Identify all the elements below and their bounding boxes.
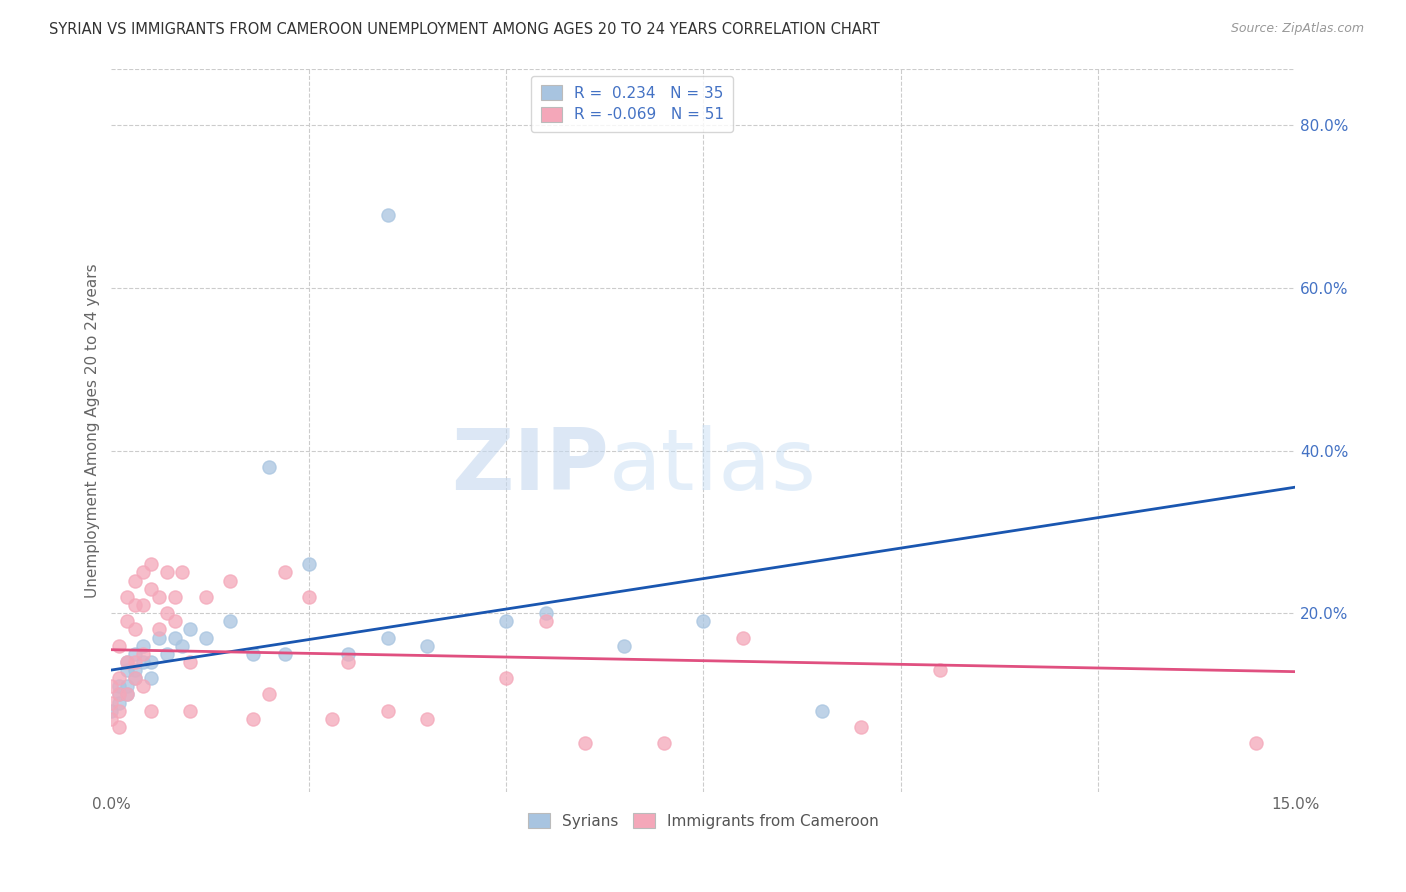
Text: SYRIAN VS IMMIGRANTS FROM CAMEROON UNEMPLOYMENT AMONG AGES 20 TO 24 YEARS CORREL: SYRIAN VS IMMIGRANTS FROM CAMEROON UNEMP…: [49, 22, 880, 37]
Point: [156, 566, 179, 580]
Point: [132, 679, 155, 693]
Point: [534, 614, 557, 628]
Point: [613, 639, 636, 653]
Point: [259, 687, 281, 701]
Point: [259, 459, 281, 474]
Point: [139, 671, 162, 685]
Point: [416, 712, 439, 726]
Point: [337, 655, 360, 669]
Point: [321, 712, 343, 726]
Point: [377, 704, 399, 718]
Point: [495, 671, 517, 685]
Point: [495, 614, 517, 628]
Point: [124, 574, 146, 588]
Point: [274, 566, 297, 580]
Point: [929, 663, 952, 677]
Point: [218, 574, 240, 588]
Point: [377, 208, 399, 222]
Y-axis label: Unemployment Among Ages 20 to 24 years: Unemployment Among Ages 20 to 24 years: [86, 263, 100, 598]
Point: [298, 590, 321, 604]
Point: [124, 663, 146, 677]
Point: [139, 558, 162, 572]
Legend: Syrians, Immigrants from Cameroon: Syrians, Immigrants from Cameroon: [522, 807, 884, 835]
Point: [416, 639, 439, 653]
Point: [156, 606, 179, 620]
Point: [242, 647, 264, 661]
Point: [100, 696, 122, 710]
Point: [148, 623, 170, 637]
Point: [179, 655, 201, 669]
Text: atlas: atlas: [609, 425, 817, 508]
Point: [115, 687, 138, 701]
Point: [811, 704, 834, 718]
Point: [124, 647, 146, 661]
Point: [163, 614, 186, 628]
Point: [132, 655, 155, 669]
Point: [148, 631, 170, 645]
Point: [692, 614, 714, 628]
Point: [124, 655, 146, 669]
Point: [172, 639, 194, 653]
Point: [337, 647, 360, 661]
Point: [115, 663, 138, 677]
Point: [148, 590, 170, 604]
Point: [132, 598, 155, 612]
Point: [115, 590, 138, 604]
Point: [172, 566, 194, 580]
Point: [377, 631, 399, 645]
Point: [274, 647, 297, 661]
Point: [1244, 736, 1267, 750]
Point: [108, 704, 131, 718]
Point: [108, 639, 131, 653]
Point: [139, 582, 162, 596]
Point: [574, 736, 596, 750]
Point: [242, 712, 264, 726]
Point: [108, 720, 131, 734]
Point: [108, 696, 131, 710]
Point: [139, 704, 162, 718]
Point: [163, 590, 186, 604]
Point: [179, 704, 201, 718]
Point: [132, 639, 155, 653]
Point: [195, 590, 218, 604]
Text: Source: ZipAtlas.com: Source: ZipAtlas.com: [1230, 22, 1364, 36]
Point: [132, 647, 155, 661]
Point: [139, 655, 162, 669]
Point: [124, 623, 146, 637]
Text: ZIP: ZIP: [451, 425, 609, 508]
Point: [731, 631, 754, 645]
Point: [115, 614, 138, 628]
Point: [108, 679, 131, 693]
Point: [100, 679, 122, 693]
Point: [218, 614, 240, 628]
Point: [108, 671, 131, 685]
Point: [115, 687, 138, 701]
Point: [124, 598, 146, 612]
Point: [108, 687, 131, 701]
Point: [115, 655, 138, 669]
Point: [108, 687, 131, 701]
Point: [124, 671, 146, 685]
Point: [298, 558, 321, 572]
Point: [195, 631, 218, 645]
Point: [100, 712, 122, 726]
Point: [851, 720, 873, 734]
Point: [115, 655, 138, 669]
Point: [179, 623, 201, 637]
Point: [115, 679, 138, 693]
Point: [652, 736, 675, 750]
Point: [163, 631, 186, 645]
Point: [100, 704, 122, 718]
Point: [156, 647, 179, 661]
Point: [132, 566, 155, 580]
Point: [124, 671, 146, 685]
Point: [534, 606, 557, 620]
